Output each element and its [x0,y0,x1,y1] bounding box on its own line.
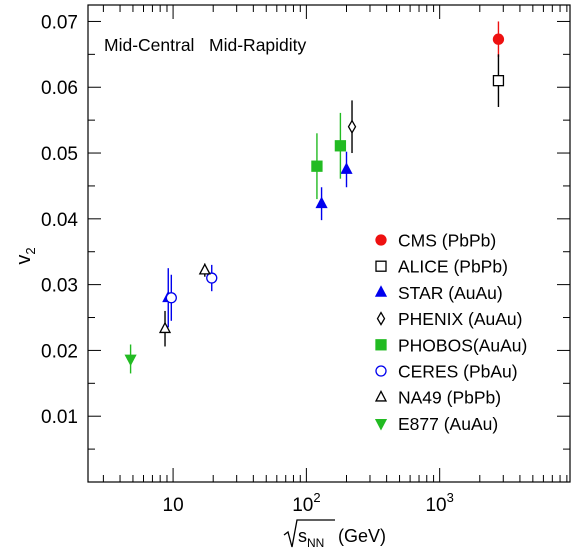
series-ceres-pbau [165,264,218,321]
series-e877-auau [124,344,137,374]
y-axis-label-main: v [13,255,35,265]
legend-marker [374,390,388,402]
series-cms-pbpb [492,21,505,57]
legend-marker [375,339,387,351]
legend-label: ALICE (PbPb) [398,257,508,277]
x-axis-label: sNN (GeV) [283,519,386,550]
y-tick-label: 0.01 [41,407,78,428]
legend-marker [375,365,387,377]
data-point [492,33,505,45]
y-tick-labels: 0.01 0.02 0.03 0.04 0.05 0.06 0.07 [41,12,78,428]
legend-label: STAR (AuAu) [398,283,503,303]
x-axis-label-s: s [298,526,307,546]
legend-label: E877 (AuAu) [398,414,498,434]
legend-label: PHENIX (AuAu) [398,309,522,329]
plot-frame [87,4,571,483]
x-tick-labels: 10 102 103 [163,490,454,516]
legend: CMS (PbPb) ALICE (PbPb) STAR (AuAu) PHENIX … [374,231,527,434]
series-star-auau [162,151,353,328]
data-point [311,160,323,172]
series-alice-pbpb [492,54,505,107]
y-axis-label-sub: 2 [23,247,38,254]
legend-label: NA49 (PbPb) [398,388,501,408]
data-point [347,119,357,135]
y-tick-label: 0.07 [41,12,78,33]
series-na49-pbpb [158,263,211,347]
legend-marker [376,311,386,326]
x-axis-label-nn: NN [307,536,324,550]
svg-text:sNN: sNN [298,526,324,550]
data-point [206,272,218,284]
y-tick-label: 0.06 [41,78,78,99]
y-axis-label: v2 [13,247,38,264]
x-axis-label-unit: (GeV) [338,526,386,546]
data-point [315,196,328,209]
series-phenix-auau [347,100,357,154]
legend-label: PHOBOS(AuAu) [398,335,527,355]
x-tick-label: 102 [292,490,320,516]
x-tick-label: 10 [163,495,184,516]
legend-marker [375,260,387,272]
axis-ticks [88,5,570,483]
data-point [198,263,211,275]
y-tick-label: 0.02 [41,341,78,362]
legend-marker [374,418,388,431]
legend-marker [374,285,388,297]
y-tick-label: 0.03 [41,276,78,297]
data-point [158,321,172,334]
svg-text:v2: v2 [13,247,38,264]
x-tick-label: 103 [425,490,453,516]
legend-marker [375,234,387,246]
series-phobos-auau [311,112,347,200]
chart-annotation: Mid-Central Mid-Rapidity [104,35,307,55]
legend-label: CMS (PbPb) [398,231,496,251]
data-point [492,75,505,87]
data-point [165,292,177,304]
y-tick-label: 0.04 [41,210,78,231]
y-tick-label: 0.05 [41,144,78,165]
legend-label: CERES (PbAu) [398,362,518,382]
data-point [334,140,347,152]
data-series [124,21,505,374]
data-point [124,354,137,367]
sqrt-sign-icon [283,519,335,548]
data-point [340,162,353,174]
